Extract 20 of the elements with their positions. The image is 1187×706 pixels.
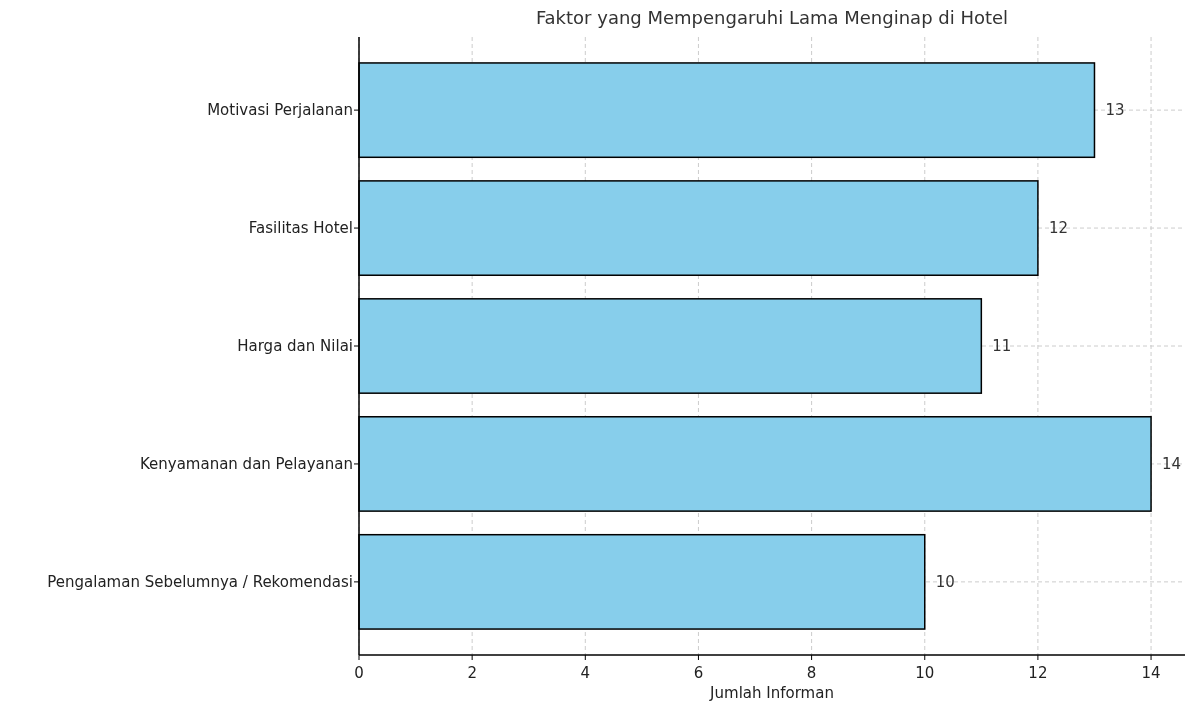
x-tick-label: 4 (580, 664, 591, 682)
x-tick-label: 12 (1028, 664, 1048, 682)
data-label: 12 (1048, 219, 1068, 238)
data-label: 11 (992, 337, 1012, 356)
x-tick-label: 6 (693, 664, 704, 682)
y-tick-label: Pengalaman Sebelumnya / Rekomendasi (47, 573, 353, 592)
x-tick-label: 14 (1141, 664, 1161, 682)
y-tick-label: Motivasi Perjalanan (207, 101, 353, 120)
y-tick-label: Kenyamanan dan Pelayanan (139, 455, 353, 474)
data-label: 14 (1162, 455, 1182, 474)
data-label: 13 (1105, 101, 1125, 120)
x-tick-label: 8 (806, 664, 817, 682)
x-tick-label: 2 (467, 664, 477, 682)
y-tick-label: Harga dan Nilai (237, 337, 353, 356)
x-axis-title: Jumlah Informan (709, 684, 834, 702)
x-tick-label: 10 (915, 664, 935, 682)
data-label: 10 (935, 573, 955, 592)
chart-title: Faktor yang Mempengaruhi Lama Menginap di Hotel (535, 7, 1009, 28)
y-tick-label: Fasilitas Hotel (248, 219, 353, 238)
x-tick-label: 0 (354, 664, 364, 682)
